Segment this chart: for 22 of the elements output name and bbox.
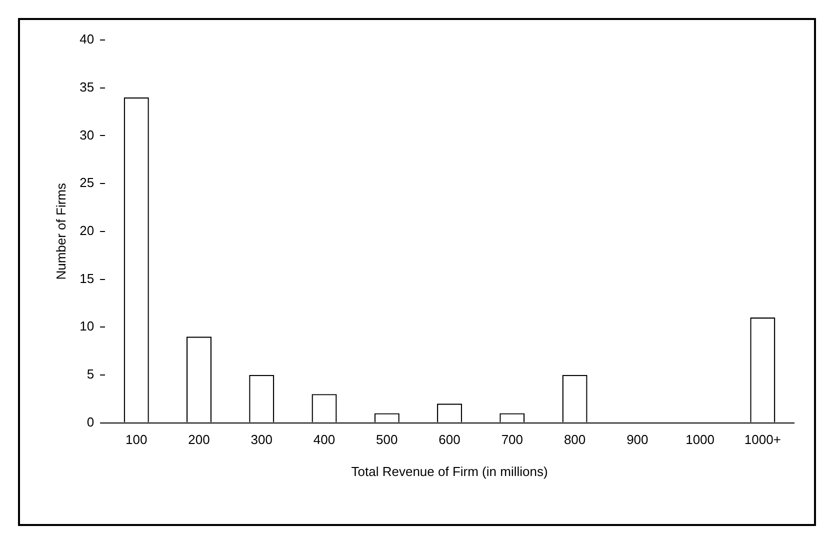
x-tick-label: 800	[564, 432, 586, 448]
y-tick-label: 30	[80, 127, 94, 142]
y-tick-label: 40	[80, 32, 94, 47]
y-tick-label: 35	[80, 79, 94, 94]
x-tick-label: 400	[313, 432, 336, 448]
y-tick-label: 25	[80, 175, 94, 190]
x-axis-title: Total Revenue of Firm (in millions)	[351, 464, 548, 479]
y-tick-label: 10	[80, 318, 94, 334]
x-tick-label: 700	[501, 432, 524, 448]
x-tick-label: 300	[250, 432, 272, 448]
x-tick-label: 200	[188, 432, 210, 448]
y-axis-title: Number of Firms	[53, 182, 68, 280]
x-tick-label: 100	[126, 432, 148, 448]
y-tick-label: 15	[80, 270, 94, 286]
x-tick-label: 500	[376, 432, 398, 448]
x-tick-label: 1000	[686, 432, 715, 448]
y-tick-label: 5	[86, 366, 94, 382]
x-tick-label: 1000+	[744, 432, 781, 448]
x-tick-label: 600	[438, 432, 460, 448]
y-tick-label: 20	[80, 222, 94, 238]
y-tick-label: 0	[86, 414, 94, 430]
x-tick-label: 900	[626, 432, 648, 448]
